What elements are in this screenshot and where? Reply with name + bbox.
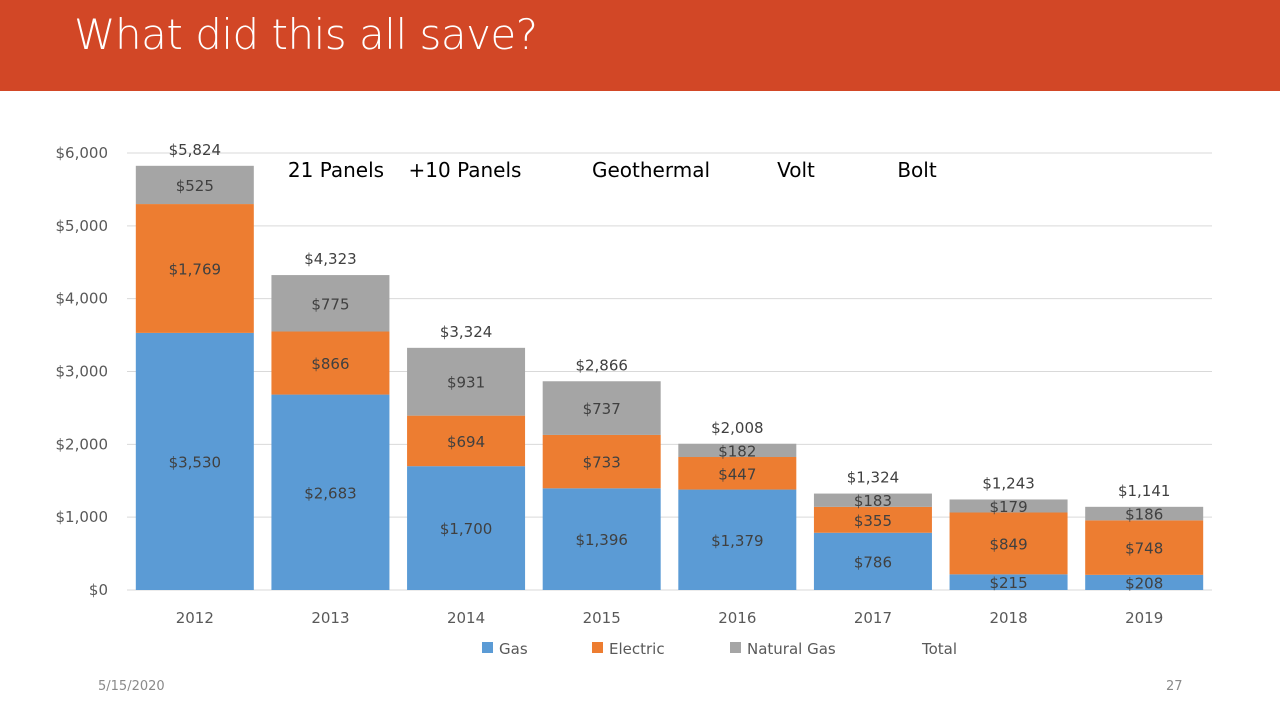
x-tick-label: 2015 <box>583 609 621 627</box>
x-tick-label: 2019 <box>1125 609 1163 627</box>
stacked-bar-chart: $0 $1,000 $2,000 $3,000 $4,000 $5,000 $6,000 $3… <box>56 141 1212 658</box>
data-label: $1,379 <box>711 532 764 550</box>
total-label: $1,324 <box>847 469 900 487</box>
bar-natural-gas <box>271 275 390 332</box>
bar-natural-gas <box>135 165 254 205</box>
legend-label: Natural Gas <box>747 640 836 658</box>
data-label: $215 <box>989 574 1027 592</box>
bar-electric <box>949 512 1068 575</box>
data-label: $208 <box>1125 574 1163 592</box>
total-label: $4,323 <box>304 250 357 268</box>
legend-label: Gas <box>499 640 528 658</box>
bar-electric <box>542 434 661 489</box>
total-label: $1,141 <box>1118 482 1171 500</box>
data-label: $737 <box>583 400 621 418</box>
data-label: $183 <box>854 492 892 510</box>
legend-label: Total <box>921 640 957 658</box>
annotation: +10 Panels <box>409 158 522 182</box>
x-tick-label: 2017 <box>854 609 892 627</box>
bar-electric <box>813 506 932 533</box>
x-tick-label: 2012 <box>176 609 214 627</box>
y-tick-label: $2,000 <box>56 435 109 453</box>
bar-natural-gas <box>813 493 932 507</box>
total-label: $1,243 <box>982 474 1035 492</box>
footer-date: 5/15/2020 <box>98 679 165 694</box>
bar-natural-gas <box>542 381 661 435</box>
total-label: $3,324 <box>440 323 493 341</box>
data-label: $694 <box>447 433 485 451</box>
bar-gas <box>271 394 390 590</box>
annotation: Volt <box>777 158 815 182</box>
data-label: $525 <box>176 177 214 195</box>
x-tick-label: 2018 <box>989 609 1027 627</box>
data-label: $447 <box>718 465 756 483</box>
legend-label: Electric <box>609 640 665 658</box>
slide-title: What did this all save? <box>74 10 538 59</box>
data-label: $866 <box>311 355 349 373</box>
bar-electric <box>1085 520 1204 575</box>
bar-gas <box>949 574 1068 590</box>
data-label: $786 <box>854 553 892 571</box>
data-label: $179 <box>989 498 1027 516</box>
data-label: $2,683 <box>304 484 357 502</box>
bar-electric <box>271 331 390 395</box>
bar-gas <box>678 489 797 590</box>
y-tick-label: $5,000 <box>56 217 109 235</box>
annotation: 21 Panels <box>288 158 384 182</box>
data-label: $1,769 <box>169 260 222 278</box>
x-tick-label: 2014 <box>447 609 485 627</box>
total-label: $2,866 <box>575 356 628 374</box>
total-label: $5,824 <box>169 141 222 159</box>
x-tick-label: 2016 <box>718 609 756 627</box>
bar-natural-gas <box>678 443 797 458</box>
annotation: Geothermal <box>592 158 710 182</box>
y-tick-label: $4,000 <box>56 290 109 308</box>
data-label: $775 <box>311 295 349 313</box>
bar-gas <box>1085 574 1204 590</box>
data-label: $3,530 <box>169 453 222 471</box>
y-tick-label: $6,000 <box>56 144 109 162</box>
legend-swatch <box>592 642 603 653</box>
y-tick-label: $0 <box>89 581 108 599</box>
bar-electric <box>407 415 526 467</box>
bar-gas <box>135 332 254 590</box>
x-tick-label: 2013 <box>311 609 349 627</box>
data-label: $931 <box>447 374 485 392</box>
data-label: $186 <box>1125 506 1163 524</box>
annotation: Bolt <box>897 158 937 182</box>
bar-gas <box>542 488 661 590</box>
bar-electric <box>135 204 254 333</box>
legend-swatch <box>730 642 741 653</box>
bar-gas <box>407 466 526 590</box>
bar-gas <box>813 532 932 590</box>
bar-electric <box>678 457 797 490</box>
data-label: $733 <box>583 454 621 472</box>
page-number: 27 <box>1166 679 1183 694</box>
data-label: $182 <box>718 442 756 460</box>
data-label: $1,700 <box>440 520 493 538</box>
legend-swatch <box>482 642 493 653</box>
title-bar: What did this all save? <box>0 0 1280 91</box>
bar-natural-gas <box>949 499 1068 513</box>
bar-natural-gas <box>407 347 526 416</box>
y-tick-label: $3,000 <box>56 363 109 381</box>
bar-natural-gas <box>1085 506 1204 521</box>
data-label: $355 <box>854 512 892 530</box>
total-label: $2,008 <box>711 419 764 437</box>
data-label: $1,396 <box>575 531 628 549</box>
y-tick-label: $1,000 <box>56 508 109 526</box>
data-label: $748 <box>1125 540 1163 558</box>
data-label: $849 <box>989 535 1027 553</box>
